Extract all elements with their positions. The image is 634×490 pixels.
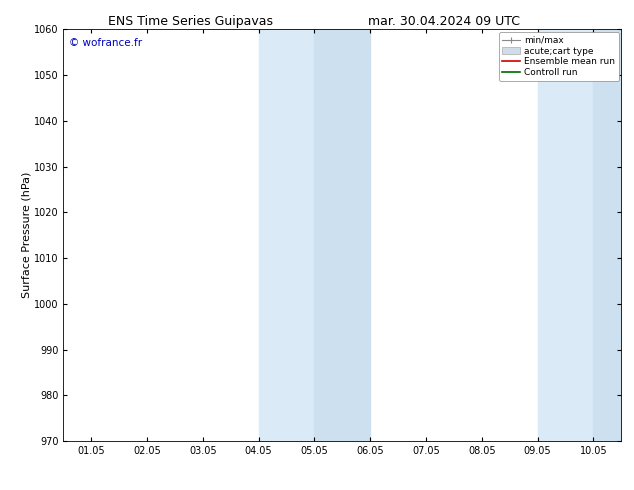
Bar bbox=[593, 29, 621, 441]
Bar bbox=[314, 29, 370, 441]
Text: mar. 30.04.2024 09 UTC: mar. 30.04.2024 09 UTC bbox=[368, 15, 520, 28]
Text: © wofrance.fr: © wofrance.fr bbox=[69, 38, 142, 48]
Legend: min/max, acute;cart type, Ensemble mean run, Controll run: min/max, acute;cart type, Ensemble mean … bbox=[499, 32, 619, 81]
Text: ENS Time Series Guipavas: ENS Time Series Guipavas bbox=[108, 15, 273, 28]
Bar bbox=[538, 29, 593, 441]
Y-axis label: Surface Pressure (hPa): Surface Pressure (hPa) bbox=[21, 172, 31, 298]
Bar bbox=[259, 29, 314, 441]
